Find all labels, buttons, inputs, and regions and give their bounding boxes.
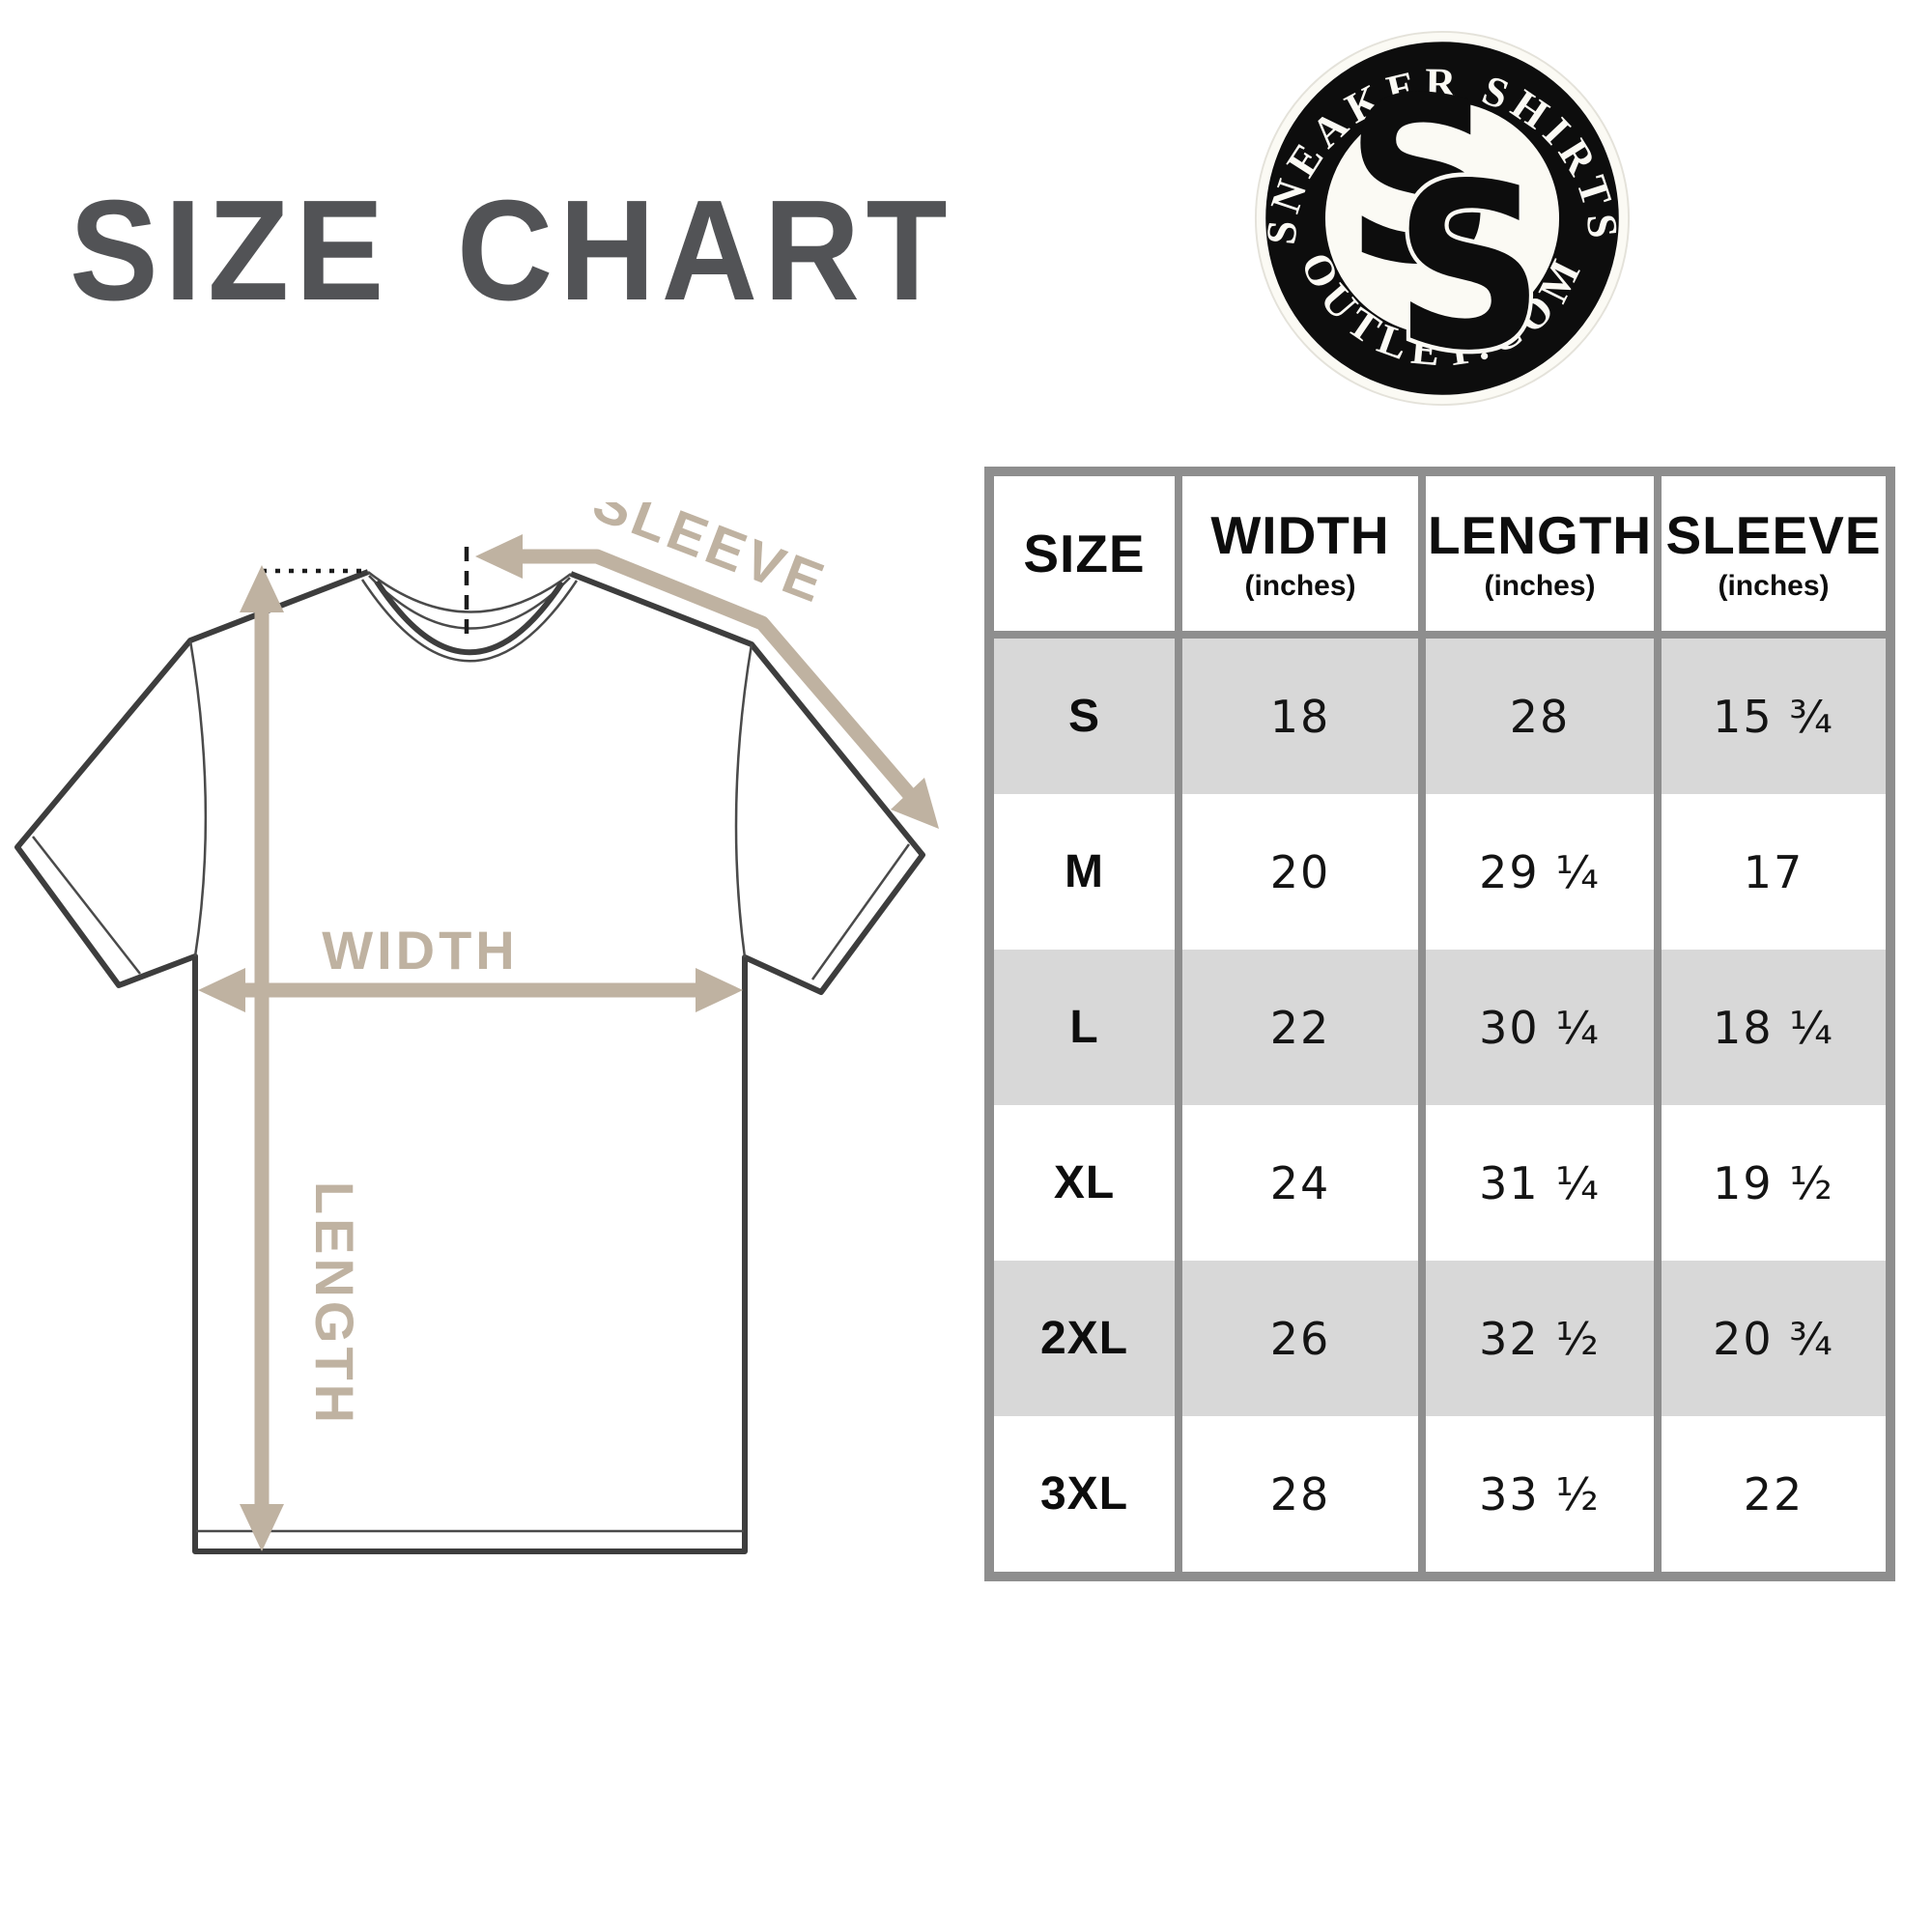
size-cell-m: M <box>994 794 1182 950</box>
2xl-width-value: 26 <box>1182 1261 1426 1416</box>
brand-logo-badge: SNEAKER SHIRTS OUTLET.COM S S <box>1253 29 1632 408</box>
s-width-value: 18 <box>1182 639 1426 794</box>
tshirt-body-fill <box>17 572 923 1551</box>
left-cuff-stitch <box>32 836 141 975</box>
header-sub-label: (inches) <box>1244 570 1356 602</box>
measurement-value: 20 ¾ <box>1713 1312 1834 1365</box>
m-sleeve-value: 17 <box>1662 794 1886 950</box>
l-length-value: 30 ¼ <box>1426 950 1662 1105</box>
size-cell-xl: XL <box>994 1105 1182 1261</box>
xl-width-value: 24 <box>1182 1105 1426 1261</box>
size-cell-s: S <box>994 639 1182 794</box>
measurement-value: 26 <box>1269 1312 1331 1365</box>
size-label: L <box>1069 1002 1099 1053</box>
measurement-value: 19 ½ <box>1713 1156 1834 1209</box>
header-label: SIZE <box>1023 524 1146 583</box>
l-sleeve-value: 18 ¼ <box>1662 950 1886 1105</box>
measurement-value: 22 <box>1743 1467 1804 1520</box>
measurement-value: 31 ¼ <box>1479 1156 1601 1209</box>
s-length-value: 28 <box>1426 639 1662 794</box>
header-label: WIDTH <box>1210 505 1390 565</box>
size-label: XL <box>1053 1157 1116 1208</box>
measurement-value: 22 <box>1269 1001 1331 1054</box>
tshirt-measurement-diagram: WIDTH LENGTH SLEEVE <box>0 469 976 1613</box>
header-label: LENGTH <box>1427 505 1653 565</box>
right-cuff-stitch <box>810 843 911 980</box>
tshirt-outline-icon: WIDTH LENGTH SLEEVE <box>14 469 939 1554</box>
header-cell-sleeve: SLEEVE (inches) <box>1662 476 1886 639</box>
monogram-s1: S <box>1346 50 1496 316</box>
header-sub-label: (inches) <box>1484 570 1596 602</box>
3xl-width-value: 28 <box>1182 1416 1426 1572</box>
header-cell-width: WIDTH (inches) <box>1182 476 1426 639</box>
size-label: 2XL <box>1039 1313 1129 1364</box>
m-length-value: 29 ¼ <box>1426 794 1662 950</box>
2xl-sleeve-value: 20 ¾ <box>1662 1261 1886 1416</box>
l-width-value: 22 <box>1182 950 1426 1105</box>
measurement-value: 32 ½ <box>1479 1312 1601 1365</box>
2xl-length-value: 32 ½ <box>1426 1261 1662 1416</box>
measurement-value: 33 ½ <box>1479 1467 1601 1520</box>
size-table: SIZE WIDTH (inches) LENGTH (inches) SLEEVE (in… <box>984 467 1895 1581</box>
size-cell-3xl: 3XL <box>994 1416 1182 1572</box>
sneaker-shirts-outlet-logo-icon: SNEAKER SHIRTS OUTLET.COM S S <box>1254 30 1631 407</box>
size-label: M <box>1065 846 1104 897</box>
measurement-value: 20 <box>1269 845 1331 898</box>
3xl-length-value: 33 ½ <box>1426 1416 1662 1572</box>
sleeve-arrow <box>475 534 939 829</box>
measurement-value: 18 ¼ <box>1713 1001 1834 1054</box>
size-label: S <box>1067 691 1100 742</box>
width-arrow <box>198 968 743 1012</box>
measurement-value: 18 <box>1269 690 1331 743</box>
size-cell-2xl: 2XL <box>994 1261 1182 1416</box>
measurement-value: 15 ¾ <box>1713 690 1834 743</box>
length-arrow <box>240 565 284 1551</box>
measurement-value: 30 ¼ <box>1479 1001 1601 1054</box>
header-label: SLEEVE <box>1665 505 1882 565</box>
size-label: 3XL <box>1039 1468 1129 1520</box>
xl-length-value: 31 ¼ <box>1426 1105 1662 1261</box>
m-width-value: 20 <box>1182 794 1426 950</box>
width-label: WIDTH <box>322 920 519 980</box>
header-sub-label: (inches) <box>1718 570 1830 602</box>
3xl-sleeve-value: 22 <box>1662 1416 1886 1572</box>
size-cell-l: L <box>994 950 1182 1105</box>
length-label: LENGTH <box>304 1181 365 1427</box>
measurement-value: 29 ¼ <box>1479 845 1601 898</box>
ss-monogram-icon: S S <box>1346 50 1548 406</box>
s-sleeve-value: 15 ¾ <box>1662 639 1886 794</box>
header-cell-size: SIZE <box>994 476 1182 639</box>
collar-under-line <box>360 579 579 663</box>
measurement-value: 28 <box>1509 690 1571 743</box>
left-armhole-seam <box>188 639 208 957</box>
measurement-value: 28 <box>1269 1467 1331 1520</box>
xl-sleeve-value: 19 ½ <box>1662 1105 1886 1261</box>
page-title: SIZE CHART <box>70 171 954 330</box>
header-cell-length: LENGTH (inches) <box>1426 476 1662 639</box>
tshirt-outline <box>14 569 925 1554</box>
right-armhole-seam <box>734 643 753 958</box>
measurement-value: 24 <box>1269 1156 1331 1209</box>
collar-neckline <box>374 580 565 656</box>
collar-band-seam-line <box>368 575 571 630</box>
monogram-s2: S <box>1394 135 1545 401</box>
measurement-value: 17 <box>1743 845 1804 898</box>
collar-band-top-line <box>367 571 572 613</box>
